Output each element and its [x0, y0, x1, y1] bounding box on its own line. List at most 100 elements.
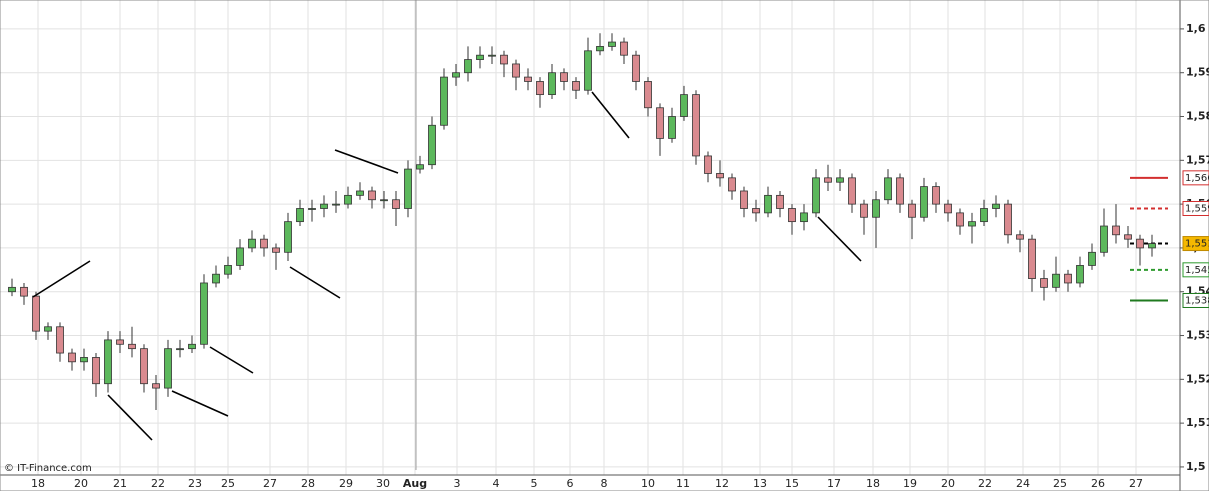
x-tick-label: 10 [641, 477, 655, 490]
candle-body [1028, 238, 1036, 279]
x-tick-label: 12 [715, 477, 729, 490]
level-label: 1,538 [1185, 295, 1209, 306]
candle-body [716, 173, 724, 179]
x-tick-label: 4 [493, 477, 500, 490]
candle-body [380, 199, 388, 202]
candle-body [32, 295, 40, 332]
candle-body [284, 221, 292, 253]
candle-body [344, 194, 352, 205]
trend-line [817, 216, 862, 262]
candle-body [836, 177, 844, 183]
candle-body [896, 177, 904, 205]
candle-body [1088, 251, 1096, 266]
y-tick-label: 1,53 [1186, 329, 1209, 342]
candle-body [152, 383, 160, 389]
candle-body [452, 72, 460, 78]
candle-body [476, 54, 484, 60]
x-tick-label: 3 [454, 477, 461, 490]
y-tick-label: 1,57 [1186, 153, 1209, 166]
trend-line [107, 394, 153, 441]
y-tick-label: 1,58 [1186, 110, 1209, 123]
candle-body [848, 177, 856, 205]
candle-body [416, 164, 424, 170]
x-tick-label: 11 [676, 477, 690, 490]
x-tick-label: 6 [567, 477, 574, 490]
level-label: 1,551 [1185, 239, 1209, 250]
x-tick-label: 22 [978, 477, 992, 490]
candle-body [968, 221, 976, 227]
candle-body [908, 203, 916, 218]
x-tick-label: 20 [941, 477, 955, 490]
candle-body [632, 54, 640, 82]
candle-body [956, 212, 964, 227]
x-tick-label: 27 [263, 477, 277, 490]
level-label-box [1182, 262, 1209, 278]
level-label-box [1182, 292, 1209, 308]
candle-body [80, 357, 88, 363]
x-tick-label: 20 [74, 477, 88, 490]
candle-body [212, 273, 220, 284]
candle-body [692, 94, 700, 157]
candle-body [200, 282, 208, 345]
candle-body [464, 59, 472, 74]
candle-body [644, 81, 652, 109]
candle-body [1100, 225, 1108, 253]
candle-body [932, 186, 940, 205]
x-tick-label: 19 [903, 477, 917, 490]
candle-body [656, 107, 664, 139]
level-label: 1,559 [1185, 203, 1209, 214]
x-tick-label: 25 [1053, 477, 1067, 490]
candle-body [752, 208, 760, 214]
candle-body [560, 72, 568, 82]
candle-body [272, 247, 280, 253]
x-tick-label: 26 [1091, 477, 1105, 490]
candle-body [980, 208, 988, 223]
candle-body [440, 76, 448, 126]
trend-line [591, 91, 630, 139]
y-tick-label: 1,6 [1186, 22, 1206, 35]
trend-line [171, 390, 229, 417]
candle-body [596, 46, 604, 52]
candle-body [56, 326, 64, 354]
candle-body [1016, 234, 1024, 240]
x-tick-label: 29 [339, 477, 353, 490]
level-label: 1,545 [1185, 265, 1209, 276]
x-tick-label: 18 [31, 477, 45, 490]
candle-body [1148, 243, 1156, 249]
candle-body [248, 238, 256, 249]
x-tick-label: 15 [785, 477, 799, 490]
level-label-box [1182, 200, 1209, 216]
candle-body [608, 41, 616, 47]
candle-body [356, 190, 364, 196]
candle-body [296, 208, 304, 223]
x-tick-label: 8 [601, 477, 608, 490]
candle-body [116, 339, 124, 345]
candle-body [140, 348, 148, 385]
candle-body [368, 190, 376, 201]
candle-body [1112, 225, 1120, 236]
candles [8, 33, 1156, 410]
trend-line [32, 260, 91, 298]
candle-body [788, 208, 796, 223]
candle-body [572, 81, 580, 91]
candle-body [860, 203, 868, 218]
candle-body [548, 72, 556, 96]
candle-body [500, 54, 508, 65]
candle-body [944, 203, 952, 214]
candle-body [428, 124, 436, 166]
candle-body [488, 54, 496, 57]
x-tick-label: 18 [866, 477, 880, 490]
x-tick-label: 23 [188, 477, 202, 490]
candle-body [536, 81, 544, 96]
candle-body [668, 116, 676, 139]
trend-line [209, 346, 254, 374]
candle-body [1076, 265, 1084, 284]
candle-body [1040, 278, 1048, 288]
candle-body [584, 50, 592, 91]
candle-body [884, 177, 892, 201]
candle-body [620, 41, 628, 56]
candle-body [224, 265, 232, 275]
y-tick-label: 1,59 [1186, 66, 1209, 79]
candle-body [392, 199, 400, 209]
watermark: © IT-Finance.com [4, 463, 92, 474]
